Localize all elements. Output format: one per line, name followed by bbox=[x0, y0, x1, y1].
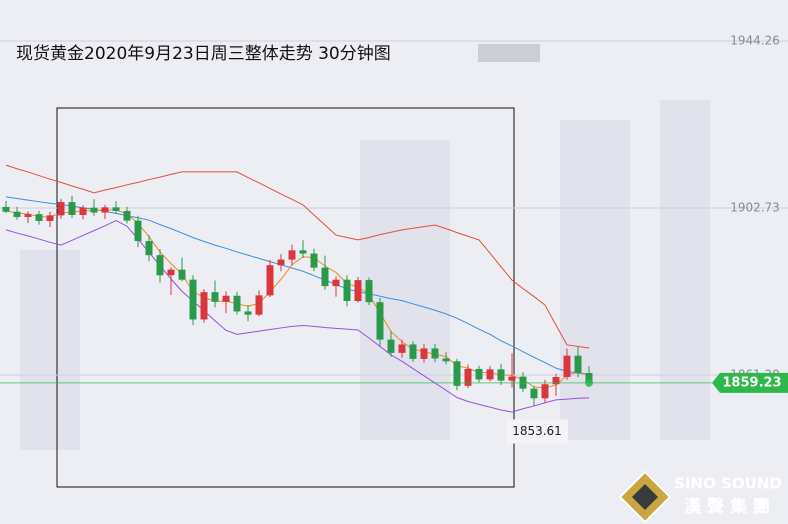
indicator-line bbox=[5, 164, 590, 349]
candle-body bbox=[376, 302, 384, 340]
candle-body bbox=[167, 269, 175, 276]
candle-body bbox=[398, 344, 406, 353]
candle-body bbox=[211, 292, 219, 302]
price-tag-label: 1859.23 bbox=[722, 375, 781, 390]
candle-body bbox=[134, 220, 142, 242]
candle-body bbox=[222, 295, 230, 302]
candle-body bbox=[585, 372, 593, 383]
candle-body bbox=[552, 376, 560, 385]
highlight-box bbox=[56, 107, 515, 488]
candle-body bbox=[123, 210, 131, 221]
candle-body bbox=[68, 202, 76, 215]
candle-body bbox=[57, 202, 65, 216]
candle-body bbox=[574, 355, 582, 373]
candle-body bbox=[189, 279, 197, 320]
logo: SINO SOUND 漢聲集團 bbox=[618, 470, 782, 524]
candle-body bbox=[497, 369, 505, 381]
candle-body bbox=[508, 376, 516, 381]
candle-body bbox=[35, 214, 43, 221]
candle-body bbox=[354, 280, 362, 302]
candle-body bbox=[563, 355, 571, 377]
logo-mark-inner bbox=[632, 484, 658, 510]
candle-body bbox=[420, 348, 428, 359]
candle-body bbox=[541, 384, 549, 399]
candle-body bbox=[2, 206, 10, 212]
last-price-dot bbox=[585, 378, 593, 387]
candle-body bbox=[13, 211, 21, 217]
candle-body bbox=[442, 358, 450, 362]
candle-body bbox=[101, 207, 109, 213]
candle-body bbox=[112, 207, 120, 211]
blurred-watermark bbox=[478, 44, 540, 62]
candle-body bbox=[343, 279, 351, 302]
candle-body bbox=[431, 348, 439, 359]
candle-body bbox=[46, 215, 54, 221]
candle-body bbox=[200, 292, 208, 320]
indicator-line bbox=[5, 220, 590, 413]
candle-body bbox=[332, 279, 340, 287]
candle-body bbox=[244, 311, 252, 315]
candle-body bbox=[178, 269, 186, 280]
candle-body bbox=[266, 265, 274, 296]
candle-body bbox=[530, 388, 538, 399]
candle-body bbox=[387, 339, 395, 353]
low-annotation: 1853.61 bbox=[512, 424, 562, 438]
candle-body bbox=[24, 214, 32, 217]
y-tick-label: 1902.73 bbox=[730, 200, 780, 214]
candle-body bbox=[277, 259, 285, 266]
logo-name-cn: 漢聲集團 bbox=[684, 496, 776, 517]
candle-body bbox=[453, 361, 461, 386]
candle-body bbox=[255, 295, 263, 315]
low-annotation-box bbox=[506, 419, 568, 444]
candle-body bbox=[409, 344, 417, 359]
candle-body bbox=[299, 250, 307, 254]
candle-body bbox=[321, 267, 329, 287]
candle-body bbox=[156, 255, 164, 276]
y-tick-label: 1944.26 bbox=[730, 34, 780, 48]
logo-name: SINO SOUND bbox=[674, 475, 782, 493]
candle-body bbox=[475, 368, 483, 380]
candle-body bbox=[310, 253, 318, 268]
price-tag bbox=[712, 372, 788, 393]
candle-body bbox=[145, 241, 153, 256]
candle-body bbox=[365, 280, 373, 303]
candle-body bbox=[486, 369, 494, 380]
chart-title: 现货黄金2020年9月23日周三整体走势 30分钟图 bbox=[16, 44, 391, 64]
candle-body bbox=[90, 207, 98, 213]
candle-body bbox=[288, 250, 296, 260]
candle-body bbox=[233, 295, 241, 312]
candle-body bbox=[79, 207, 87, 215]
candle-body bbox=[464, 368, 472, 386]
